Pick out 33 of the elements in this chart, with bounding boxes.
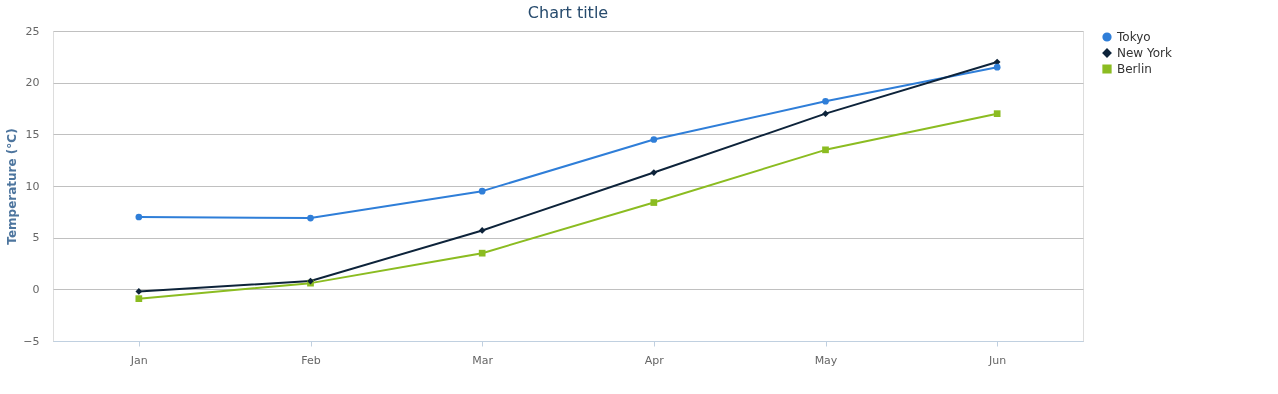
x-tick-label: Feb	[301, 353, 321, 367]
point	[478, 249, 486, 257]
x-tick-label: May	[814, 353, 838, 367]
legend-label: Tokyo	[1116, 30, 1151, 44]
point	[650, 136, 658, 143]
point	[135, 288, 143, 295]
point	[822, 110, 829, 118]
y-tick-label: 5	[32, 231, 40, 245]
x-tick-label: Jan	[129, 353, 148, 367]
legend-label: Berlin	[1117, 62, 1152, 76]
y-tick-label: 10	[25, 179, 40, 193]
point	[135, 213, 143, 221]
x-tick-label: Jun	[988, 353, 1007, 367]
point	[478, 187, 486, 195]
point	[307, 214, 314, 222]
y-tick-label: 25	[25, 24, 40, 38]
point	[822, 97, 829, 105]
point	[135, 295, 143, 302]
point	[650, 169, 658, 176]
point	[993, 110, 1001, 118]
point	[993, 63, 1001, 71]
y-tick-label: 0	[32, 282, 40, 296]
chart-title: Chart title	[527, 3, 609, 22]
y-tick-label: 20	[25, 76, 40, 90]
legend-label: New York	[1117, 46, 1172, 60]
x-tick-label: Apr	[644, 353, 665, 367]
y-axis-title: Temperature (°C)	[5, 128, 20, 245]
point	[822, 146, 829, 154]
y-tick-label: 15	[25, 127, 40, 141]
point	[478, 227, 486, 234]
x-tick-label: Mar	[472, 353, 494, 367]
point	[650, 199, 658, 206]
y-tick-label: −5	[23, 334, 40, 348]
